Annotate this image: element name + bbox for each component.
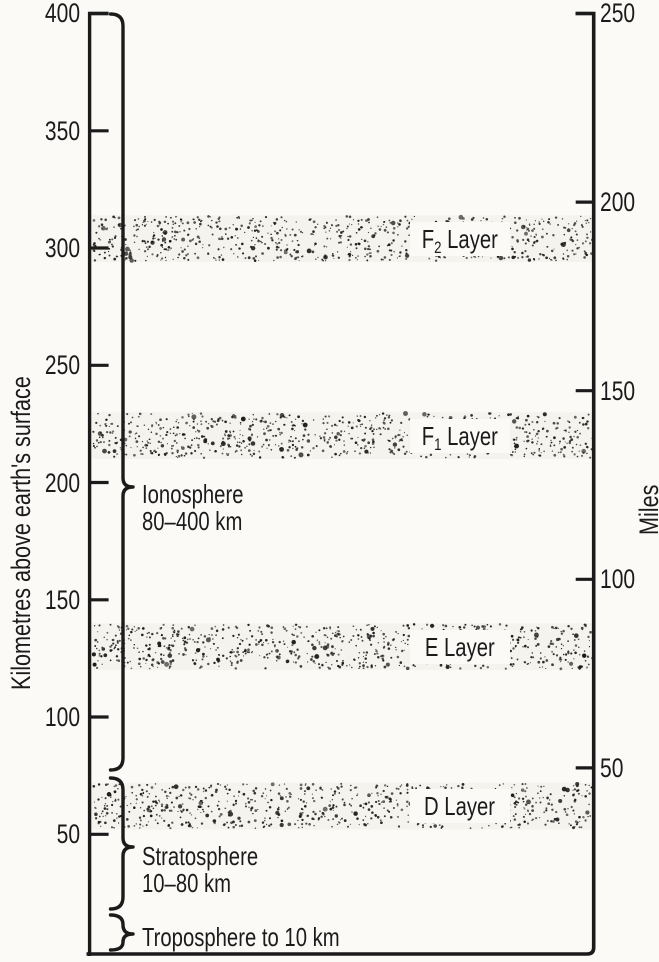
- layer-label-pre: F: [421, 223, 435, 254]
- brace-ionosphere: [108, 12, 135, 772]
- region-label-line: Troposphere to 10 km: [142, 924, 395, 951]
- mile-tick-label-text: 250: [600, 0, 636, 28]
- layer-label-content: E Layer: [425, 632, 495, 663]
- layer-label-d: D Layer: [410, 789, 510, 823]
- km-tick-label-300: 300: [6, 234, 80, 262]
- layer-label-pre: F: [421, 420, 435, 451]
- brace-stratosphere: [108, 776, 135, 911]
- region-label-stratosphere: Stratosphere 10–80 km: [142, 843, 291, 897]
- km-tick-label-text: 300: [44, 233, 80, 263]
- km-axis-title: Kilometres above earth's surface: [6, 376, 36, 690]
- mile-tick-label-250: 250: [600, 0, 645, 27]
- km-tick-label-150: 150: [6, 586, 80, 614]
- km-tick-label-200: 200: [6, 469, 80, 497]
- mile-tick-label-150: 150: [600, 377, 645, 405]
- mile-tick-label-text: 150: [600, 376, 636, 406]
- km-tick-label-text: 50: [56, 819, 80, 849]
- layer-band-e: [91, 623, 594, 671]
- layer-band-f2: [92, 214, 594, 263]
- layer-label-post: Layer: [439, 790, 496, 821]
- region-label-line: 80–400 km: [142, 508, 272, 535]
- mile-tick-label-text: 200: [600, 187, 636, 217]
- layer-label-f2: F2 Layer: [410, 222, 510, 257]
- region-label-line: Stratosphere: [142, 843, 291, 870]
- region-label-troposphere: Troposphere to 10 km: [142, 924, 395, 951]
- km-tick-label-350: 350: [6, 117, 80, 145]
- layer-label-subscript: 1: [434, 434, 442, 454]
- mile-tick-label-text: 100: [600, 564, 636, 594]
- km-tick-label-100: 100: [6, 703, 80, 731]
- region-label-text: 10–80 km: [142, 868, 232, 898]
- km-tick-label-text: 100: [44, 702, 80, 732]
- mile-tick-label-200: 200: [600, 188, 645, 216]
- layer-label-pre: D: [424, 790, 440, 821]
- km-tick-label-50: 50: [6, 820, 80, 848]
- layer-label-post: Layer: [441, 223, 499, 254]
- layer-label-post: Layer: [441, 420, 499, 451]
- miles-axis-line: [86, 11, 596, 956]
- km-tick-label-text: 350: [44, 116, 80, 146]
- mile-tick-label-100: 100: [600, 565, 645, 593]
- region-label-text: Stratosphere: [142, 841, 259, 871]
- mile-tick-label-text: 50: [600, 753, 624, 783]
- layer-label-content: D Layer: [424, 791, 495, 822]
- layer-label-post: Layer: [438, 631, 495, 662]
- layer-band-f1: [92, 411, 594, 460]
- layer-band-d: [92, 781, 594, 830]
- km-tick-label-text: 150: [44, 585, 80, 615]
- layer-label-pre: E: [425, 631, 439, 662]
- miles-axis-title: Miles: [634, 484, 659, 535]
- region-label-text: 80–400 km: [142, 506, 243, 536]
- mile-tick-label-50: 50: [600, 754, 630, 782]
- layer-label-content: F1 Layer: [421, 420, 499, 454]
- km-tick-label-text: 400: [44, 0, 80, 28]
- region-label-ionosphere: Ionosphere 80–400 km: [142, 481, 272, 535]
- region-label-line: Ionosphere: [142, 481, 272, 508]
- brace-troposphere: [108, 913, 135, 952]
- km-tick-label-text: 200: [44, 468, 80, 498]
- region-label-line: 10–80 km: [142, 870, 291, 897]
- km-tick-label-250: 250: [6, 351, 80, 379]
- layer-label-content: F2 Layer: [421, 223, 499, 257]
- region-label-text: Troposphere to 10 km: [142, 922, 340, 952]
- km-tick-label-text: 250: [44, 350, 80, 380]
- region-label-text: Ionosphere: [142, 479, 244, 509]
- layer-label-subscript: 2: [434, 237, 442, 257]
- layer-label-e: E Layer: [410, 630, 510, 664]
- layer-label-f1: F1 Layer: [410, 419, 510, 454]
- km-tick-label-400: 400: [6, 0, 80, 27]
